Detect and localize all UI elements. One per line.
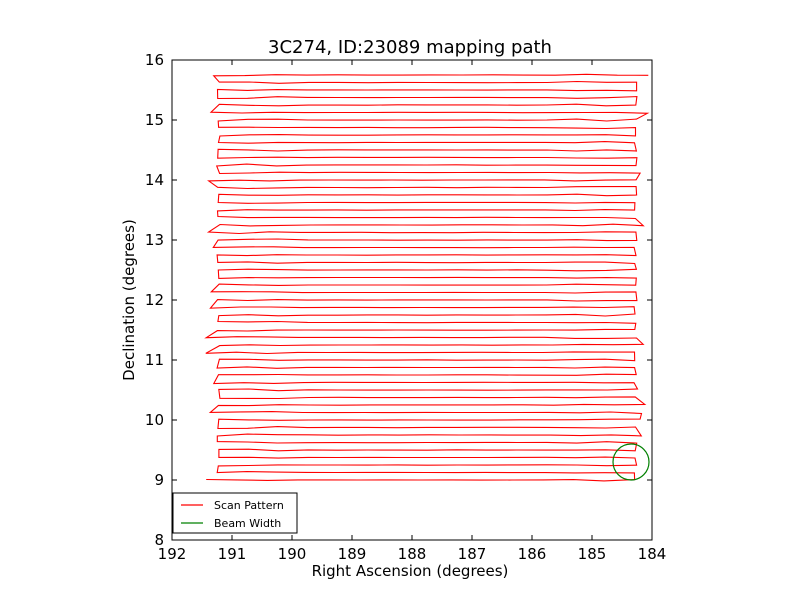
x-tick-label: 189 — [338, 545, 367, 563]
y-tick-label: 8 — [154, 531, 164, 549]
y-tick-label: 14 — [145, 171, 164, 189]
x-tick-label: 192 — [158, 545, 187, 563]
beam-width-circle — [612, 443, 650, 481]
y-axis-title: Declination (degrees) — [120, 219, 138, 381]
x-tick-label: 184 — [638, 545, 667, 563]
y-tick-label: 12 — [145, 291, 164, 309]
x-tick-label: 190 — [278, 545, 307, 563]
scan-pattern-series — [204, 73, 650, 482]
beam-width-series — [612, 443, 650, 481]
y-tick-label: 9 — [154, 471, 164, 489]
x-axis-title: Right Ascension (degrees) — [312, 562, 509, 580]
x-axis: 192 191 190 189 188 187 186 185 184 — [158, 60, 667, 563]
legend-box — [172, 492, 298, 534]
y-tick-label: 10 — [145, 411, 164, 429]
y-tick-label: 15 — [145, 111, 164, 129]
legend-scan-label: Scan Pattern — [214, 499, 284, 512]
plot-area — [171, 59, 653, 541]
legend-beam-label: Beam Width — [214, 517, 281, 530]
legend: Scan Pattern Beam Width — [172, 492, 298, 534]
x-tick-label: 191 — [218, 545, 247, 563]
scan-pattern-line — [204, 73, 650, 482]
y-tick-label: 11 — [145, 351, 164, 369]
y-tick-label: 13 — [145, 231, 164, 249]
y-axis: 8 9 10 11 12 13 14 15 16 — [145, 51, 652, 549]
x-tick-label: 188 — [398, 545, 427, 563]
x-tick-label: 186 — [518, 545, 547, 563]
x-tick-label: 187 — [458, 545, 487, 563]
y-tick-label: 16 — [145, 51, 164, 69]
x-tick-label: 185 — [578, 545, 607, 563]
chart-title: 3C274, ID:23089 mapping path — [268, 37, 552, 58]
